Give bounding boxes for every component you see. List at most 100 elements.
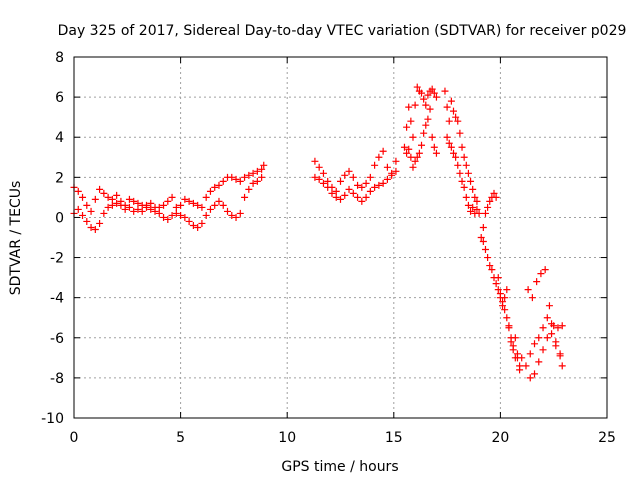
data-point — [117, 201, 125, 209]
data-point — [241, 193, 249, 201]
data-point — [511, 334, 519, 342]
data-point — [125, 203, 133, 211]
data-point — [366, 173, 374, 181]
data-point — [206, 187, 214, 195]
data-point — [324, 183, 332, 191]
data-point — [503, 314, 511, 322]
data-point — [375, 153, 383, 161]
data-point — [172, 209, 180, 217]
data-point — [383, 175, 391, 183]
data-point — [236, 177, 244, 185]
data-point — [155, 209, 163, 217]
data-point — [160, 201, 168, 209]
data-point — [185, 197, 193, 205]
data-point — [469, 203, 477, 211]
data-point — [460, 183, 468, 191]
data-point — [418, 141, 426, 149]
data-point — [522, 362, 530, 370]
data-points — [70, 83, 566, 382]
data-point — [249, 169, 257, 177]
data-point — [432, 93, 440, 101]
data-point — [354, 193, 362, 201]
data-point — [83, 201, 91, 209]
data-point — [388, 171, 396, 179]
data-point — [405, 103, 413, 111]
data-point — [409, 163, 417, 171]
data-point — [505, 324, 513, 332]
data-point — [420, 129, 428, 137]
data-point — [452, 153, 460, 161]
data-point — [481, 209, 489, 217]
data-point — [445, 117, 453, 125]
data-point — [516, 362, 524, 370]
data-point — [494, 274, 502, 282]
data-point — [469, 185, 477, 193]
data-point — [354, 181, 362, 189]
data-point — [552, 338, 560, 346]
data-point — [486, 262, 494, 270]
data-point — [341, 191, 349, 199]
grid-lines — [74, 57, 607, 418]
x-tick-label: 0 — [70, 430, 79, 446]
data-point — [91, 195, 99, 203]
data-point — [232, 175, 240, 183]
data-point — [189, 199, 197, 207]
data-point — [454, 161, 462, 169]
data-point — [224, 207, 232, 215]
data-point — [428, 133, 436, 141]
data-point — [477, 234, 485, 241]
data-point — [87, 207, 95, 215]
data-point — [104, 193, 112, 201]
data-point — [524, 286, 532, 294]
data-point — [311, 157, 319, 165]
data-point — [100, 189, 108, 197]
data-point — [319, 179, 327, 187]
data-point — [215, 181, 223, 189]
data-point — [403, 123, 411, 131]
data-point — [445, 139, 453, 147]
data-point — [164, 197, 172, 205]
data-point — [554, 324, 562, 332]
data-point — [202, 193, 210, 201]
data-point — [503, 286, 511, 294]
data-point — [447, 143, 455, 151]
y-tick-label: 8 — [55, 50, 64, 66]
data-point — [328, 189, 336, 197]
data-point — [467, 177, 475, 185]
data-point — [452, 113, 460, 121]
data-point — [362, 179, 370, 187]
data-point — [211, 201, 219, 209]
data-point — [424, 115, 432, 123]
data-point — [481, 246, 489, 254]
data-point — [79, 211, 87, 219]
x-tick-label: 20 — [491, 430, 509, 446]
data-point — [383, 163, 391, 171]
data-point — [535, 334, 543, 342]
data-point — [177, 211, 185, 219]
data-point — [142, 203, 150, 211]
data-point — [531, 340, 539, 348]
data-point — [492, 193, 500, 201]
data-point — [125, 195, 133, 203]
data-point — [147, 205, 155, 213]
data-point — [479, 238, 487, 246]
y-tick-label: -8 — [50, 371, 64, 387]
data-point — [460, 153, 468, 161]
data-point — [253, 167, 261, 175]
data-point — [496, 290, 504, 298]
data-point — [411, 101, 419, 109]
data-point — [168, 193, 176, 201]
data-point — [473, 197, 481, 205]
data-point — [558, 322, 566, 330]
data-point — [375, 181, 383, 189]
data-point — [168, 211, 176, 219]
data-point — [258, 173, 266, 181]
plot-frame — [73, 56, 608, 419]
x-tick-label: 15 — [385, 430, 403, 446]
data-point — [539, 346, 547, 354]
data-point — [91, 225, 99, 233]
data-point — [430, 89, 438, 97]
data-point — [494, 286, 502, 294]
y-tick-label: 2 — [55, 170, 64, 186]
data-point — [411, 157, 419, 165]
